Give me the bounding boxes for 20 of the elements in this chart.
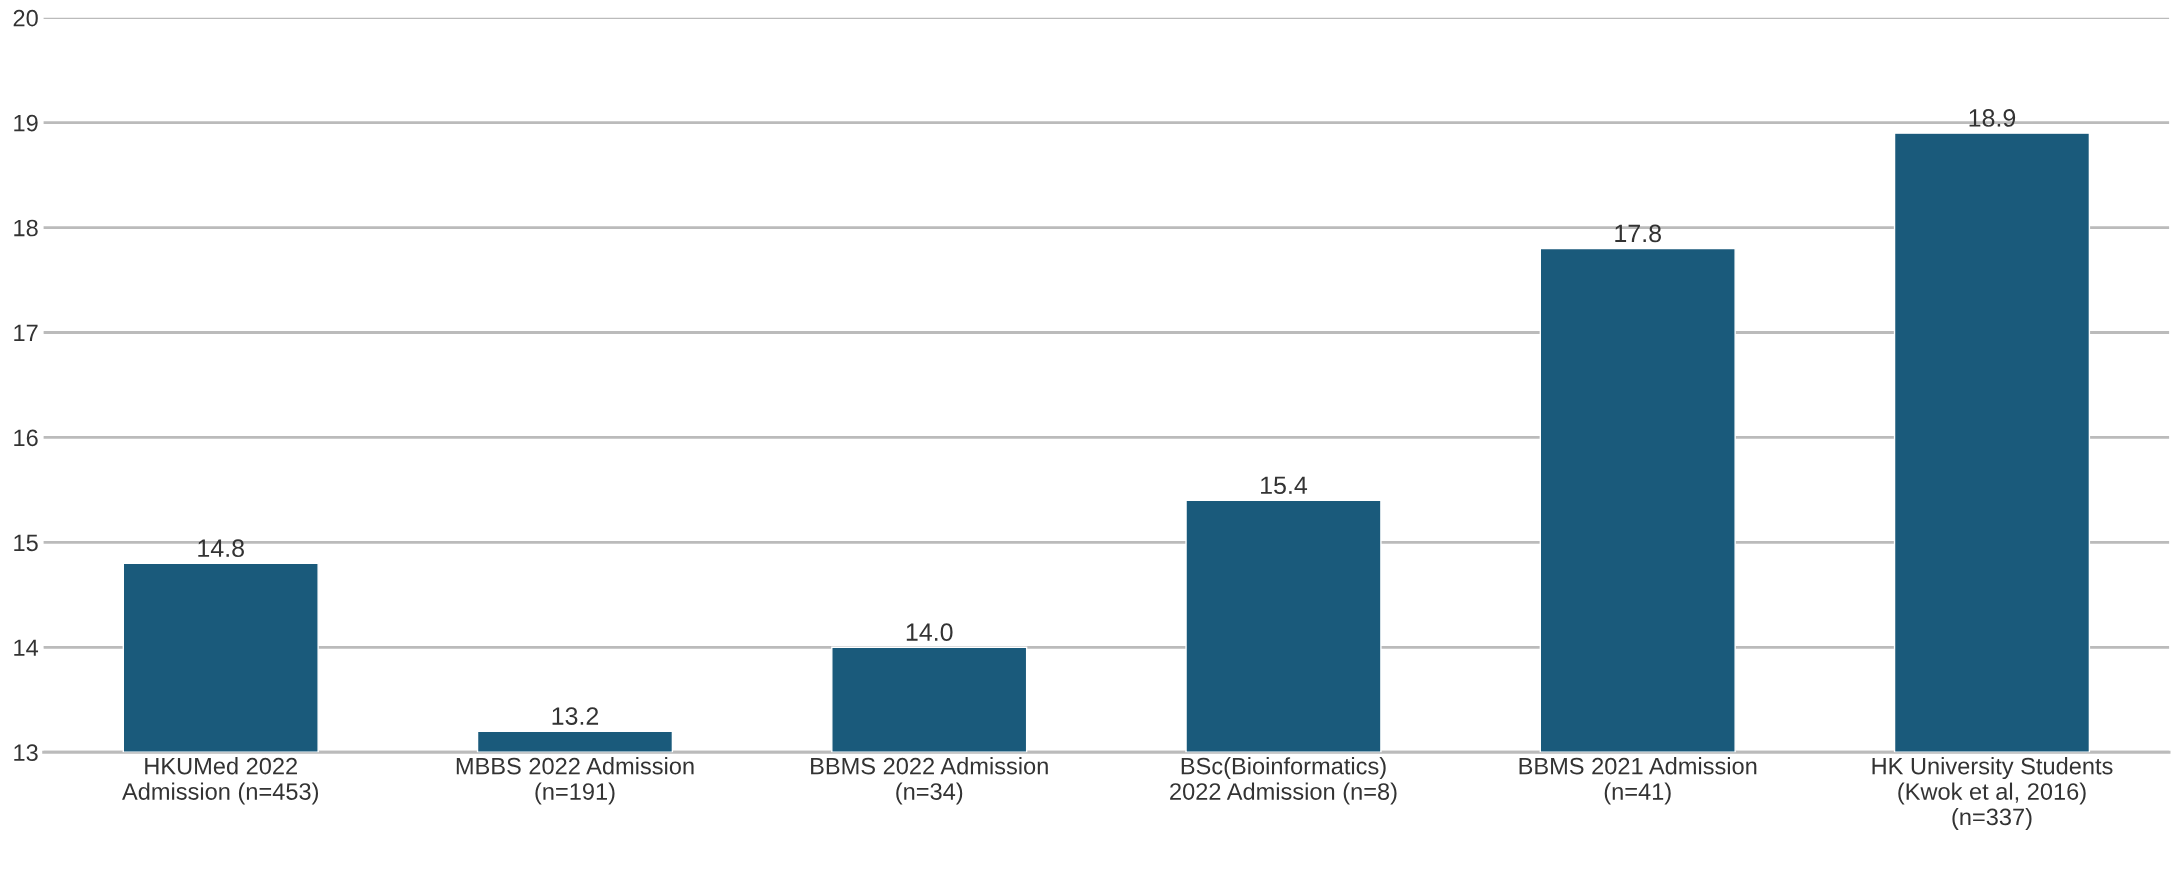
y-tick-label: 13 bbox=[14, 744, 38, 762]
y-tick-label: 17 bbox=[14, 324, 38, 342]
x-tick-label: HKUMed 2022 Admission (n=453) bbox=[122, 757, 319, 805]
data-label: 14.8 bbox=[198, 539, 244, 558]
data-label: 14.0 bbox=[906, 623, 953, 641]
data-label: 15.4 bbox=[1261, 476, 1308, 495]
data-label: 13.2 bbox=[552, 707, 599, 725]
y-tick-label: 19 bbox=[14, 114, 38, 132]
y-tick-label: 14 bbox=[14, 639, 39, 656]
x-tick-label: BBMS 2021 Admission (n=41) bbox=[1519, 757, 1757, 805]
x-tick-label: HK University Students (Kwok et al, 2016) (n=337) bbox=[1872, 757, 2113, 830]
y-tick-label: 15 bbox=[14, 534, 38, 552]
x-tick-label: MBBS 2022 Admission (n=191) bbox=[456, 757, 694, 805]
y-tick-label: 20 bbox=[13, 9, 38, 27]
y-tick-label: 18 bbox=[14, 219, 38, 237]
y-tick-label: 16 bbox=[14, 429, 38, 447]
data-label: 17.8 bbox=[1615, 224, 1661, 243]
x-tick-label: BBMS 2022 Admission (n=34) bbox=[811, 757, 1048, 805]
data-label: 18.9 bbox=[1969, 109, 2016, 127]
x-tick-label: BSc(Bioinformatics) 2022 Admission (n=8) bbox=[1170, 757, 1397, 805]
